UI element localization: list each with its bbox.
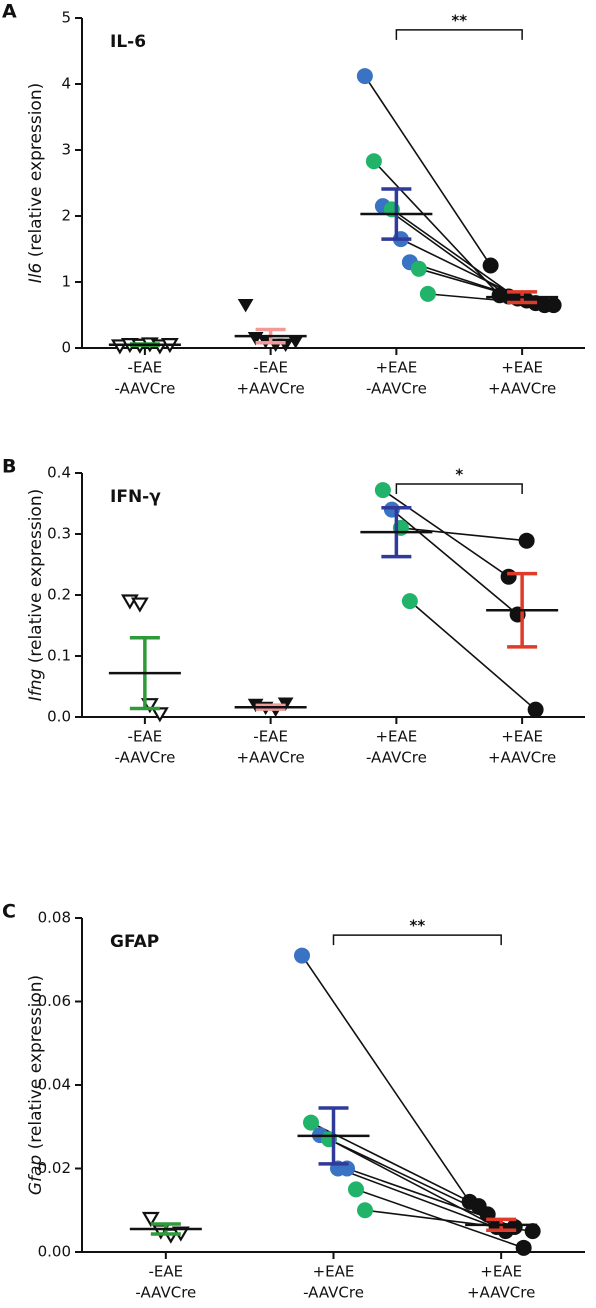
y-tick-label: 3 <box>61 141 71 159</box>
x-tick-label: +EAE <box>501 359 543 377</box>
paired-line <box>328 1138 498 1228</box>
paired-line <box>409 600 537 711</box>
y-axis-gene: Ifng <box>26 668 46 701</box>
x-tick-label: +EAE <box>501 728 543 746</box>
data-point <box>482 257 499 274</box>
y-tick-label: 0.4 <box>47 464 71 482</box>
x-tick-label: +AAVCre <box>488 380 556 398</box>
data-point <box>110 339 129 355</box>
significance-bracket <box>395 483 523 494</box>
panel: C GFAP Gfap (relative expression) 0.00 0.02 0… <box>2 901 585 1302</box>
data-point <box>506 1218 523 1235</box>
data-point <box>277 338 294 352</box>
data-point <box>348 1181 364 1198</box>
data-point <box>419 285 436 302</box>
data-point <box>303 1114 319 1131</box>
x-tick-label: -EAE <box>253 359 288 377</box>
y-tick-label: 0.0 <box>47 708 71 726</box>
x-tick-label: +EAE <box>480 1263 522 1281</box>
paired-line <box>400 527 527 542</box>
paired-line <box>337 1167 506 1232</box>
x-tick-label: -AAVCre <box>114 749 175 767</box>
significance-label: ** <box>451 11 467 29</box>
y-axis-gene: Il6 <box>26 262 46 283</box>
x-tick-label: +AAVCre <box>236 749 304 767</box>
x-tick-label: -AAVCre <box>303 1284 364 1302</box>
paired-line <box>391 208 519 300</box>
data-point <box>527 701 544 718</box>
y-axis-label: Gfap (relative expression) <box>26 975 46 1195</box>
y-axis-label: Il6 (relative expression) <box>26 83 46 283</box>
y-tick-label: 0.3 <box>47 525 71 543</box>
y-tick-label: 0.06 <box>38 992 71 1010</box>
data-point <box>515 1239 532 1256</box>
panel-letter: C <box>2 901 16 923</box>
panel-title: GFAP <box>110 932 159 952</box>
y-tick-label: 0.04 <box>38 1076 71 1094</box>
data-point <box>524 1223 541 1240</box>
y-tick-label: 5 <box>61 9 71 27</box>
data-point <box>401 593 418 610</box>
data-point <box>141 1211 160 1228</box>
x-tick-label: +EAE <box>313 1263 355 1281</box>
x-tick-label: +AAVCre <box>488 749 556 767</box>
x-tick-label: -AAVCre <box>366 380 427 398</box>
x-tick-label: -EAE <box>128 359 163 377</box>
paired-line <box>382 489 510 578</box>
y-tick-label: 0.02 <box>38 1159 71 1177</box>
data-point <box>518 532 535 549</box>
y-tick-label: 2 <box>61 207 71 225</box>
data-point <box>545 297 562 314</box>
panel-letter: B <box>2 456 16 478</box>
y-tick-label: 0.1 <box>47 647 71 665</box>
x-tick-label: -AAVCre <box>114 380 175 398</box>
y-tick-label: 1 <box>61 273 71 291</box>
panel-title: IFN-γ <box>110 487 161 507</box>
x-tick-label: -EAE <box>149 1263 184 1281</box>
y-tick-label: 0.2 <box>47 586 71 604</box>
data-point <box>374 482 391 499</box>
paired-line <box>355 1188 524 1249</box>
significance-label: * <box>455 465 463 483</box>
y-tick-label: 0.00 <box>38 1243 71 1261</box>
paired-line <box>364 75 492 266</box>
data-point <box>237 299 254 313</box>
x-tick-label: +EAE <box>375 359 417 377</box>
x-tick-label: -EAE <box>128 728 163 746</box>
data-point <box>500 568 517 585</box>
x-tick-label: +AAVCre <box>236 380 304 398</box>
x-tick-label: -AAVCre <box>366 749 427 767</box>
paired-line <box>301 955 471 1203</box>
y-axis-unit: (relative expression) <box>26 489 46 664</box>
significance-bracket <box>332 934 502 946</box>
y-axis-gene: Gfap <box>26 1155 46 1196</box>
panel-title: IL-6 <box>110 32 146 52</box>
paired-line <box>373 160 501 296</box>
x-tick-label: -AAVCre <box>135 1284 196 1302</box>
y-axis-unit: (relative expression) <box>26 83 46 258</box>
x-tick-label: +AAVCre <box>467 1284 535 1302</box>
significance-bracket <box>395 29 523 40</box>
y-tick-label: 0 <box>61 339 71 357</box>
y-tick-label: 4 <box>61 75 71 93</box>
y-axis-label: Ifng (relative expression) <box>26 489 46 701</box>
panel: A IL-6 Il6 (relative expression) 0 1 2 3 4 5 -EAE… <box>2 1 585 398</box>
x-tick-label: +EAE <box>375 728 417 746</box>
data-point <box>410 260 427 277</box>
significance-label: ** <box>409 917 425 935</box>
y-tick-label: 0.08 <box>38 909 71 927</box>
data-point <box>356 68 373 85</box>
y-axis-unit: (relative expression) <box>26 975 46 1150</box>
paired-line <box>391 508 519 616</box>
data-point <box>357 1202 373 1219</box>
x-tick-label: -EAE <box>253 728 288 746</box>
data-point <box>365 153 382 170</box>
panel-letter: A <box>2 1 17 23</box>
data-point <box>294 947 310 964</box>
data-point <box>130 597 149 613</box>
